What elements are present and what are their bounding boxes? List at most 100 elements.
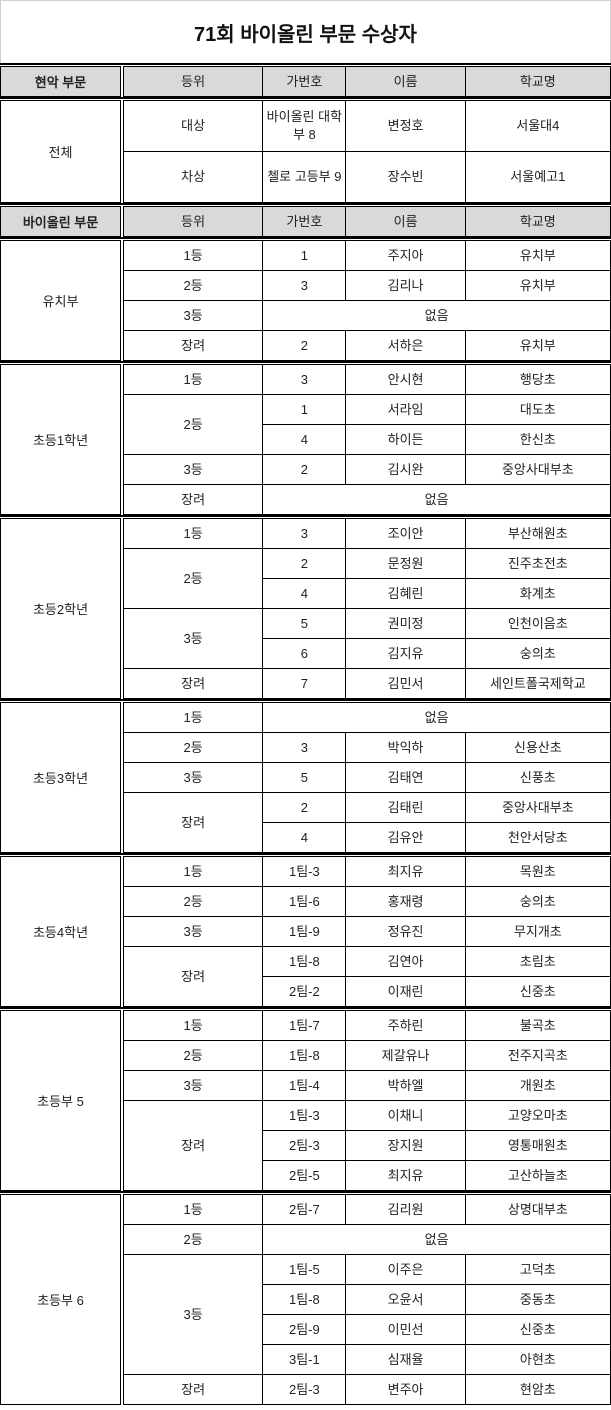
- rank-cell: 1등: [122, 1194, 264, 1225]
- number-cell: 1팀-3: [262, 1100, 347, 1131]
- name-cell: 홍재령: [345, 886, 466, 917]
- rank-cell: 3등: [122, 1070, 264, 1101]
- rank-cell: 1등: [122, 240, 264, 271]
- category-label: 초등부 5: [0, 1010, 121, 1191]
- name-cell: 변정호: [345, 100, 466, 152]
- name-cell: 박익하: [345, 732, 466, 763]
- school-cell: 숭의초: [464, 638, 611, 669]
- number-cell: 2팀-3: [262, 1130, 347, 1161]
- school-cell: 서울대4: [464, 100, 611, 152]
- school-cell: 상명대부초: [464, 1194, 611, 1225]
- category-group: 초등3학년 1등 없음 2등 3 박익하 신용산초 3등 5 김태연 신풍초 장려 2 김태린 중앙사대부초…: [0, 699, 611, 853]
- section-header-row: 바이올린 부문 등위 가번호 이름 학교명: [0, 203, 611, 237]
- school-cell: 대도초: [464, 394, 611, 425]
- number-cell: 1팀-5: [262, 1254, 347, 1285]
- school-cell: 신중초: [464, 1314, 611, 1345]
- name-cell: 하이든: [345, 424, 466, 455]
- rank-cell: 3등: [122, 300, 264, 331]
- school-cell: 천안서당초: [464, 822, 611, 853]
- number-cell: 1팀-3: [262, 856, 347, 887]
- number-cell: 4: [262, 578, 347, 609]
- table-row: 1등 없음: [122, 702, 611, 733]
- section-header-row: 현악 부문 등위 가번호 이름 학교명: [0, 63, 611, 97]
- category-label: 전체: [0, 100, 121, 203]
- school-cell: 유치부: [464, 270, 611, 301]
- number-cell: 2: [262, 792, 347, 823]
- table-row: 2팀-2 이재린 신중초: [124, 976, 611, 1007]
- table-row: 장려 1팀-8 김연아 초림초: [122, 946, 611, 1007]
- category-label: 초등4학년: [0, 856, 121, 1007]
- name-cell: 이주은: [345, 1254, 466, 1285]
- school-cell: 목원초: [464, 856, 611, 887]
- number-cell: 첼로 고등부 9: [262, 151, 347, 203]
- table-row: 차상 첼로 고등부 9 장수빈 서울예고1: [122, 151, 611, 203]
- school-cell: 신풍초: [464, 762, 611, 793]
- number-cell: 2팀-2: [262, 976, 347, 1007]
- rank-cell: 장려: [122, 484, 264, 515]
- awards-table: 현악 부문 등위 가번호 이름 학교명 전체 대상 바이올린 대학부 8 변정호 서울대4 차상 첼로…: [0, 63, 611, 1405]
- number-cell: 2: [262, 454, 347, 485]
- table-row: 3팀-1 심재율 아현초: [124, 1344, 611, 1375]
- school-cell: 부산해원초: [464, 518, 611, 549]
- number-cell: 3: [262, 732, 347, 763]
- number-cell: 2: [262, 330, 347, 361]
- rank-cell: 차상: [122, 151, 264, 203]
- number-cell: 3팀-1: [262, 1344, 347, 1375]
- school-cell: 고덕초: [464, 1254, 611, 1285]
- table-row: 1등 3 조이안 부산해원초: [122, 518, 611, 549]
- number-cell: 5: [262, 762, 347, 793]
- school-cell: 영통매원초: [464, 1130, 611, 1161]
- table-row: 4 김유안 천안서당초: [124, 822, 611, 853]
- name-cell: 제갈유나: [345, 1040, 466, 1071]
- number-cell: 4: [262, 822, 347, 853]
- header-school: 학교명: [464, 206, 611, 237]
- number-cell: 1팀-8: [262, 946, 347, 977]
- name-cell: 김지유: [345, 638, 466, 669]
- number-cell: 7: [262, 668, 347, 699]
- table-row: 1등 3 안시현 행당초: [122, 364, 611, 395]
- category-group: 유치부 1등 1 주지아 유치부 2등 3 김리나 유치부 3등 없음 장려 2 서하은 유치부: [0, 237, 611, 361]
- table-row: 대상 바이올린 대학부 8 변정호 서울대4: [122, 100, 611, 152]
- name-cell: 서하은: [345, 330, 466, 361]
- category-group: 초등4학년 1등 1팀-3 최지유 목원초 2등 1팀-6 홍재령 숭의초 3등 1팀-9 정유진 무지…: [0, 853, 611, 1007]
- name-cell: 권미정: [345, 608, 466, 639]
- name-cell: 김연아: [345, 946, 466, 977]
- name-cell: 최지유: [345, 856, 466, 887]
- school-cell: 무지개초: [464, 916, 611, 947]
- name-cell: 이재린: [345, 976, 466, 1007]
- name-cell: 문정원: [345, 548, 466, 579]
- page-title: 71회 바이올린 부문 수상자: [194, 23, 417, 46]
- table-row: 1등 1 주지아 유치부: [122, 240, 611, 271]
- number-cell: 1팀-8: [262, 1040, 347, 1071]
- school-cell: 행당초: [464, 364, 611, 395]
- table-row: 3등 1팀-5 이주은 고덕초: [122, 1254, 611, 1375]
- table-row: 장려 2 서하은 유치부: [122, 330, 611, 361]
- table-row: 1팀-8 오윤서 중동초: [124, 1284, 611, 1315]
- header-name: 이름: [345, 66, 466, 97]
- table-row: 4 하이든 한신초: [124, 424, 611, 455]
- table-row: 2팀-5 최지유 고산하늘초: [124, 1160, 611, 1191]
- table-row: 2등 1 서라임 대도초: [122, 394, 611, 455]
- table-row: 3등 2 김시완 중앙사대부초: [122, 454, 611, 485]
- category-label: 초등2학년: [0, 518, 121, 699]
- category-group: 초등부 6 1등 2팀-7 김리원 상명대부초 2등 없음 3등 1팀-5 이주은 고덕초 1팀-8 오…: [0, 1191, 611, 1405]
- name-cell: 장지원: [345, 1130, 466, 1161]
- header-school: 학교명: [464, 66, 611, 97]
- school-cell: 신용산초: [464, 732, 611, 763]
- table-row: 2등 없음: [122, 1224, 611, 1255]
- none-cell: 없음: [262, 484, 611, 515]
- name-cell: 최지유: [345, 1160, 466, 1191]
- rank-cell: 1등: [122, 364, 264, 395]
- school-cell: 중앙사대부초: [464, 454, 611, 485]
- name-cell: 박하엘: [345, 1070, 466, 1101]
- number-cell: 1팀-7: [262, 1010, 347, 1041]
- header-number: 가번호: [262, 206, 347, 237]
- table-row: 2등 1팀-6 홍재령 숭의초: [122, 886, 611, 917]
- school-cell: 서울예고1: [464, 151, 611, 203]
- table-row: 장려 2 김태린 중앙사대부초: [122, 792, 611, 853]
- name-cell: 김리나: [345, 270, 466, 301]
- number-cell: 2팀-5: [262, 1160, 347, 1191]
- category-group: 초등2학년 1등 3 조이안 부산해원초 2등 2 문정원 진주초전초 4 김혜린 화계초 3등 5 권미정…: [0, 515, 611, 699]
- school-cell: 신중초: [464, 976, 611, 1007]
